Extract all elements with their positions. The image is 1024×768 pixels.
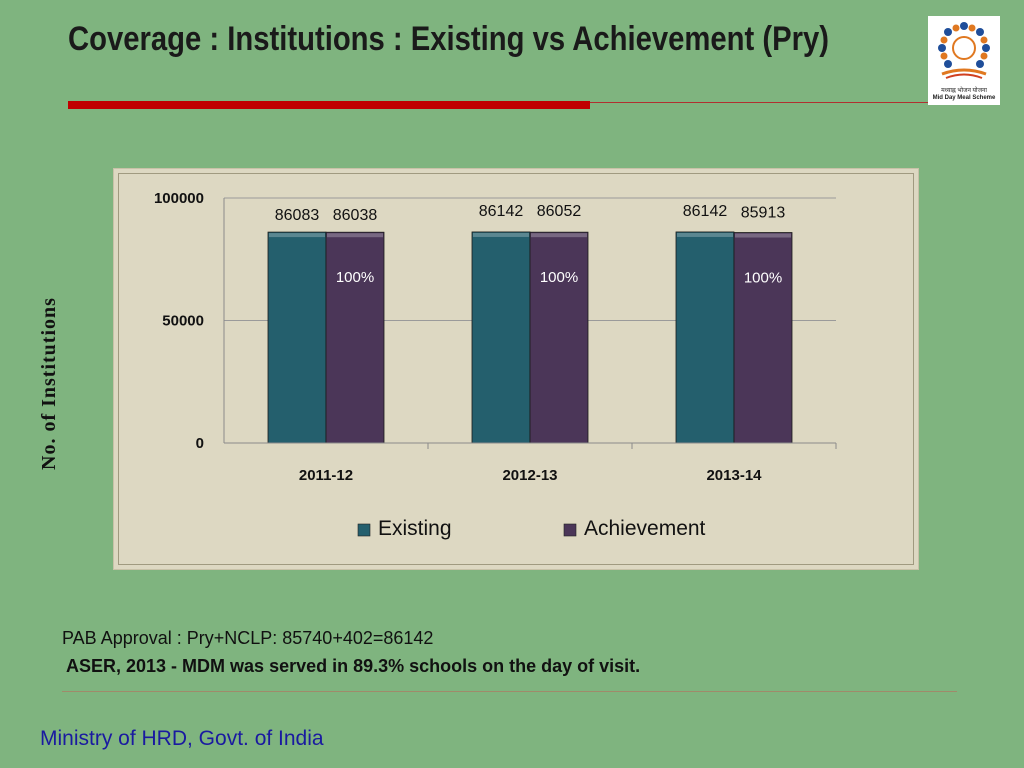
- legend-label: Existing: [378, 517, 452, 540]
- bar-highlight: [473, 232, 529, 237]
- bar-highlight: [735, 233, 791, 238]
- bar-existing: [471, 231, 531, 444]
- bar-existing: [675, 231, 735, 444]
- logo-caption: Mid Day Meal Scheme: [932, 95, 996, 101]
- bar-chart: 0 50000 100000 2011-12 86083 86038 100% 2012-13…: [154, 190, 837, 540]
- bar-achievement: [529, 231, 589, 444]
- data-label: 86142: [683, 203, 728, 220]
- y-tick-label: 100000: [154, 190, 204, 207]
- percentage-annotation: 100%: [540, 269, 578, 286]
- data-label: 86038: [333, 207, 378, 224]
- data-label: 86083: [275, 207, 320, 224]
- x-tick-label: 2011-12: [299, 467, 353, 484]
- percentage-annotation: 100%: [744, 270, 782, 287]
- y-tick-label: 50000: [162, 313, 204, 330]
- x-tick-label: 2012-13: [502, 467, 557, 484]
- legend-swatch: [563, 523, 577, 537]
- bar-achievement: [733, 232, 793, 444]
- mdm-logo-emblem: [938, 22, 990, 79]
- y-axis-title: No. of Institutions: [38, 297, 60, 470]
- note-aser: ASER, 2013 - MDM was served in 89.3% sch…: [66, 656, 641, 676]
- data-label: 86052: [537, 203, 582, 220]
- chart-frame: 0 50000 100000 2011-12 86083 86038 100% 2012-13…: [113, 168, 919, 570]
- bar-highlight: [677, 232, 733, 237]
- bottom-divider: [62, 691, 957, 692]
- note-pab-approval: PAB Approval : Pry+NCLP: 85740+402=86142: [62, 628, 434, 648]
- chart-inner-border: [118, 173, 914, 565]
- x-tick-label: 2013-14: [706, 467, 762, 484]
- footer-ministry: Ministry of HRD, Govt. of India: [40, 727, 324, 750]
- title-underline-red: [68, 101, 590, 109]
- legend-label: Achievement: [584, 517, 706, 540]
- percentage-annotation: 100%: [336, 269, 374, 286]
- title-underline-thin: [590, 102, 930, 103]
- bar-highlight: [531, 233, 587, 238]
- bar-highlight: [327, 233, 383, 238]
- slide-title: Coverage : Institutions : Existing vs Ac…: [68, 20, 829, 58]
- mdm-logo: मध्याह्न भोजन योजना Mid Day Meal Scheme: [928, 16, 1000, 105]
- bar-highlight: [269, 233, 325, 238]
- data-label: 85913: [741, 205, 786, 222]
- logo-caption-hindi: मध्याह्न भोजन योजना: [941, 88, 987, 94]
- data-label: 86142: [479, 203, 524, 220]
- legend-swatch: [357, 523, 371, 537]
- bar-achievement: [325, 231, 385, 444]
- y-tick-label: 0: [196, 435, 204, 452]
- bar-existing: [267, 231, 327, 444]
